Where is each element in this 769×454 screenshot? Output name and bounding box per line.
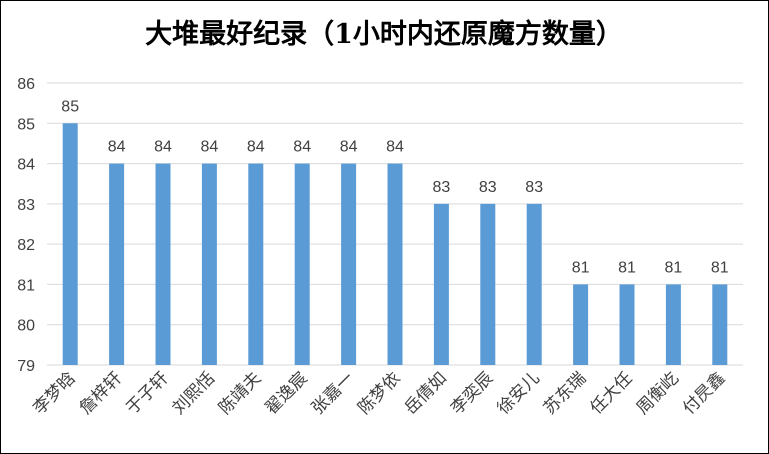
bar (387, 163, 403, 365)
x-tick-label: 任大任 (586, 368, 636, 418)
chart-title: 大堆最好纪录（1小时内还原魔方数量） (145, 18, 623, 50)
data-label: 84 (154, 139, 172, 156)
bar (201, 163, 217, 365)
data-label: 81 (711, 259, 729, 276)
x-tick-label: 詹梓轩 (76, 368, 126, 418)
bar (109, 163, 125, 365)
data-label: 84 (293, 139, 311, 156)
bar (526, 203, 542, 365)
x-tick-label: 张嘉一 (308, 368, 358, 418)
x-tick-label: 付昃鑫 (679, 368, 729, 418)
data-label: 83 (479, 179, 497, 196)
bar (480, 203, 496, 365)
y-tick-label: 85 (17, 116, 35, 133)
x-tick-label: 陈靖夫 (215, 368, 265, 418)
bars (62, 123, 728, 366)
bar (155, 163, 171, 365)
x-tick-label: 刘熙恬 (169, 368, 219, 418)
bar (248, 163, 264, 365)
bar (62, 123, 78, 366)
x-tick-label: 于子轩 (122, 368, 172, 418)
bar (433, 203, 449, 365)
data-label: 81 (618, 259, 636, 276)
data-label: 81 (665, 259, 683, 276)
x-tick-label: 翟逸宸 (262, 368, 312, 418)
data-label: 84 (201, 139, 219, 156)
data-label: 84 (247, 139, 265, 156)
bar (294, 163, 310, 365)
bar (341, 163, 357, 365)
data-labels: 85 84 84 84 84 84 84 84 83 83 83 81 81 81 81 (61, 98, 728, 276)
x-tick-label: 周衡屹 (633, 368, 683, 418)
y-tick-label: 83 (17, 197, 35, 214)
bar (619, 284, 635, 365)
y-tick-label: 81 (17, 277, 35, 294)
y-tick-label: 82 (17, 237, 35, 254)
x-tick-label: 李奕辰 (447, 368, 497, 418)
data-label: 84 (108, 139, 126, 156)
data-label: 84 (340, 139, 358, 156)
x-tick-label: 苏东瑞 (540, 368, 590, 418)
data-label: 84 (386, 139, 404, 156)
x-tick-label: 岳倩如 (401, 368, 451, 418)
x-tick-label: 陈梦依 (354, 368, 404, 418)
y-tick-label: 84 (17, 157, 35, 174)
data-label: 83 (525, 179, 543, 196)
bar (665, 284, 681, 365)
y-tick-label: 79 (17, 358, 35, 375)
x-tick-label: 李梦晗 (30, 368, 80, 418)
x-axis-category-labels: 李梦晗詹梓轩于子轩刘熙恬陈靖夫翟逸宸张嘉一陈梦依岳倩如李奕辰徐安儿苏东瑞任大任周… (30, 368, 730, 418)
data-label: 83 (433, 179, 451, 196)
y-axis-tick-labels: 79 80 81 82 83 84 85 86 (17, 76, 35, 375)
y-tick-label: 86 (17, 76, 35, 93)
bar (712, 284, 728, 365)
data-label: 81 (572, 259, 590, 276)
y-tick-label: 80 (17, 318, 35, 335)
data-label: 85 (61, 98, 79, 115)
x-tick-label: 徐安儿 (494, 368, 544, 418)
bar (573, 284, 589, 365)
